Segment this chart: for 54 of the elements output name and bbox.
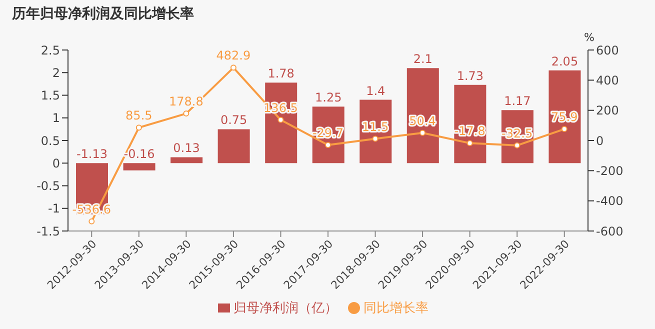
- y2-tick-label: -400: [596, 194, 624, 208]
- y2-tick-label: -200: [596, 164, 624, 178]
- y-tick-label: 0.5: [40, 134, 60, 148]
- y2-axis-title: %: [584, 31, 594, 44]
- data-label: 1.4: [366, 84, 386, 98]
- y2-tick-label: -600: [596, 224, 624, 238]
- bar: [123, 163, 156, 170]
- legend-label: 归母净利润（亿）: [234, 301, 338, 316]
- y2-tick-label: 400: [596, 73, 619, 88]
- bar: [406, 68, 439, 164]
- y-tick-label: -1: [48, 202, 60, 216]
- data-label: 0.75: [220, 113, 248, 128]
- data-label: 0.13: [173, 141, 200, 156]
- y2-tick-label: 200: [596, 104, 619, 118]
- data-label: 85.5: [126, 108, 152, 123]
- point: [88, 218, 95, 224]
- data-label: 75.9: [551, 110, 578, 124]
- point: [466, 140, 473, 146]
- point: [183, 110, 190, 117]
- point: [278, 116, 284, 123]
- data-label: 1.78: [268, 66, 294, 81]
- bar: [548, 70, 581, 164]
- y-tick-label: 0: [52, 156, 60, 170]
- y-tick-label: 1.5: [40, 88, 60, 103]
- y-tick-label: 2.5: [40, 43, 60, 58]
- data-label: 1.73: [456, 68, 484, 83]
- y-tick-label: 2: [52, 66, 60, 80]
- data-label: 2.1: [413, 52, 432, 66]
- y2-tick-label: 0: [596, 134, 604, 148]
- point: [325, 142, 331, 148]
- y-tick-label: 1: [52, 111, 60, 126]
- data-label: 482.9: [216, 48, 251, 63]
- point: [136, 124, 142, 131]
- point: [372, 136, 378, 142]
- data-label: -1.13: [76, 147, 108, 162]
- data-label: 1.17: [504, 94, 531, 108]
- chart-title: 历年归母净利润及同比增长率: [12, 5, 194, 23]
- data-label: 1.25: [315, 90, 342, 105]
- data-label: 2.05: [551, 54, 578, 68]
- point: [514, 142, 520, 148]
- bar: [218, 129, 250, 164]
- data-label: -17.8: [454, 124, 486, 138]
- data-label: 11.5: [362, 120, 389, 134]
- point: [561, 126, 568, 132]
- point: [420, 130, 426, 136]
- data-label: 50.4: [409, 114, 436, 128]
- legend-label: 同比增长率: [364, 301, 428, 316]
- point: [230, 64, 236, 71]
- data-label: -29.7: [312, 126, 344, 140]
- y-tick-label: -1.5: [36, 224, 60, 238]
- y-tick-label: -0.5: [36, 179, 60, 194]
- y2-tick-label: 600: [596, 43, 619, 58]
- data-label: -32.5: [502, 126, 533, 140]
- bar: [170, 157, 203, 164]
